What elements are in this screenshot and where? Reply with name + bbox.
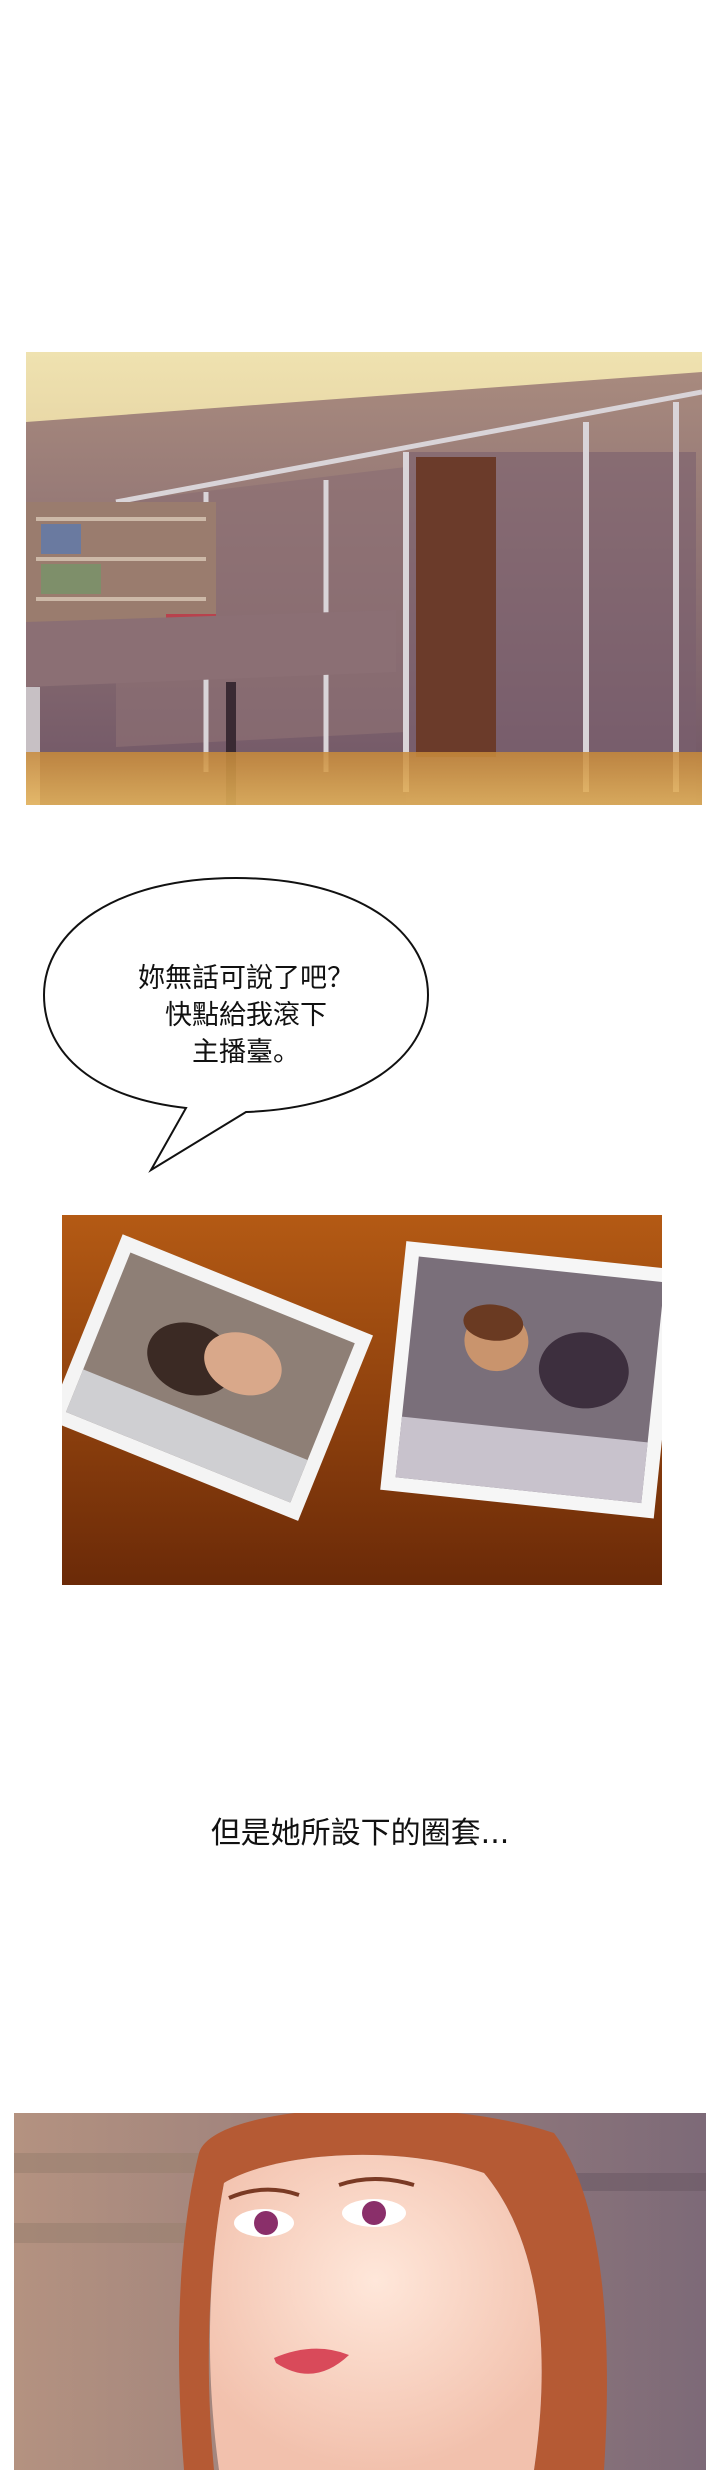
office-scene-illustration	[26, 352, 702, 805]
photo-left	[62, 1234, 374, 1521]
speech-bubble-shape	[42, 876, 430, 1173]
narration-caption: 但是她所設下的圈套...	[210, 1816, 510, 1851]
speech-bubble-text: 妳無話可說了吧？ 快點給我滾下 主播臺。	[138, 963, 354, 1068]
scattered-photos-illustration	[62, 1215, 662, 1585]
photo-right	[380, 1241, 662, 1519]
speech-bubble: 妳無話可說了吧？ 快點給我滾下 主播臺。	[36, 870, 436, 1180]
woman-face-illustration	[14, 2113, 706, 2470]
scandal-photos-panel	[62, 1215, 662, 1585]
office-interior-panel	[26, 352, 702, 805]
woman-closeup-panel	[14, 2113, 706, 2470]
